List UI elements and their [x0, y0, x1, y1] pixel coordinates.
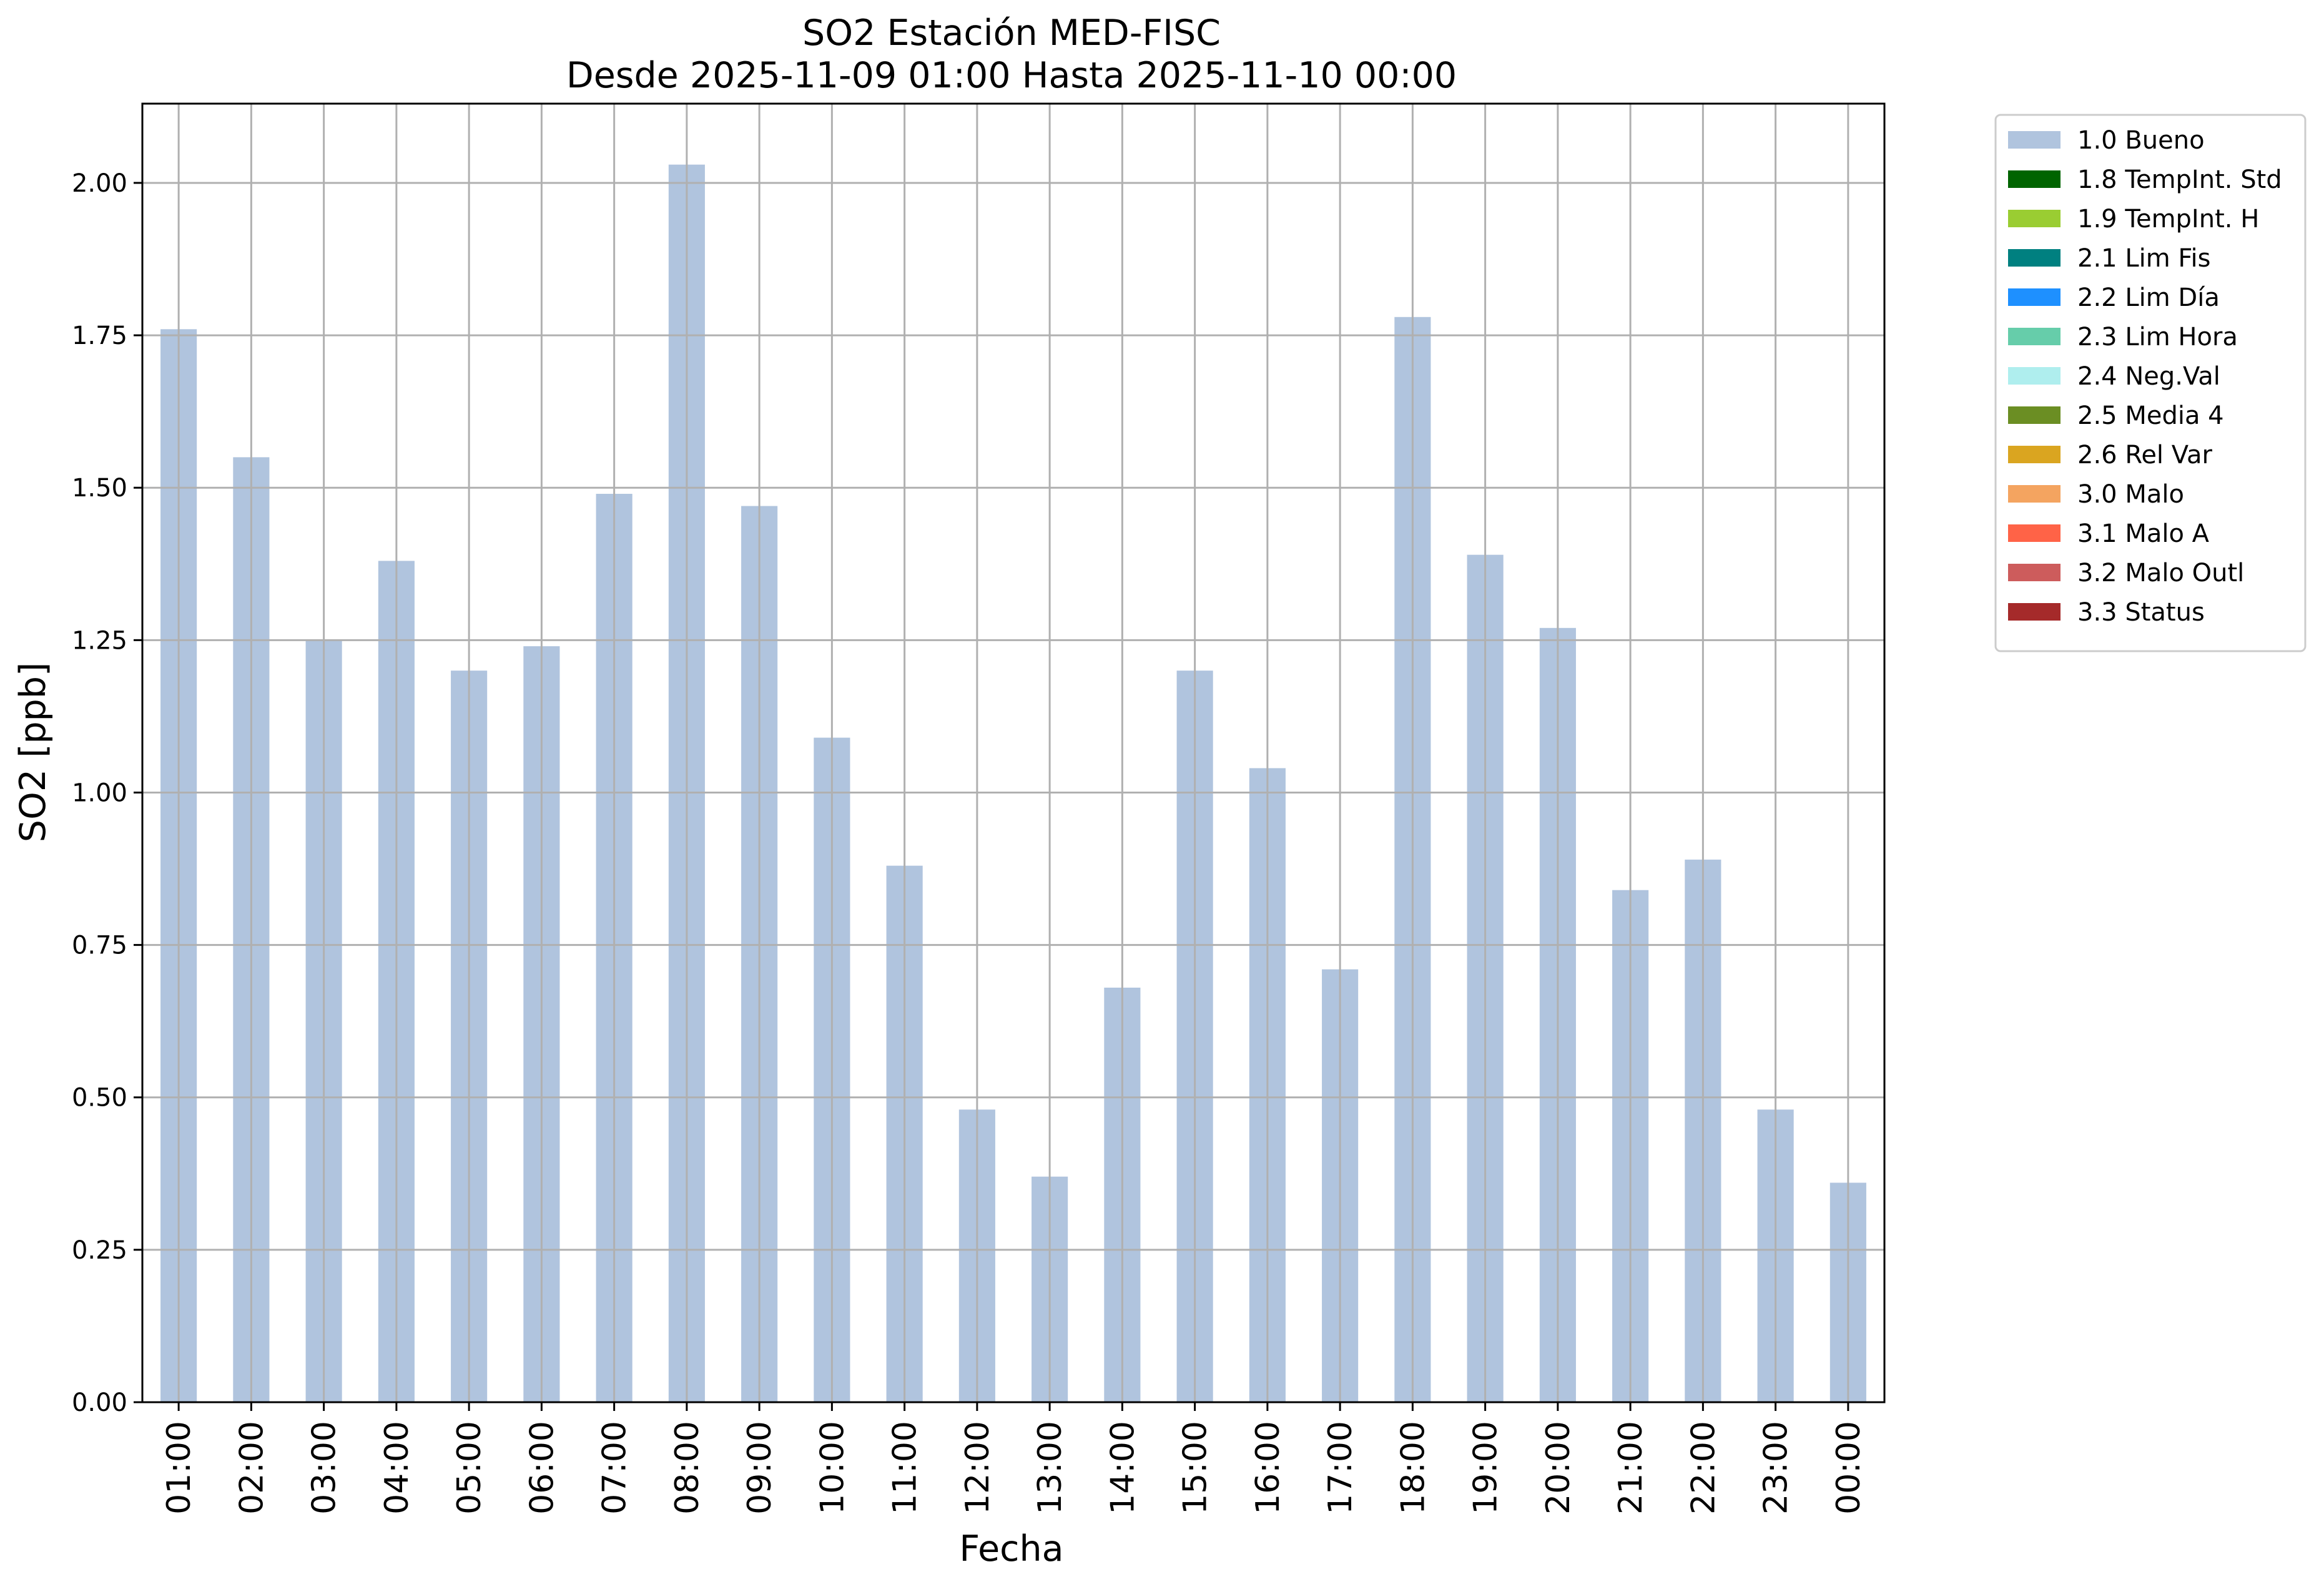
x-tick-label: 05:00: [451, 1421, 488, 1515]
y-tick-label: 1.25: [72, 626, 127, 655]
legend-box: [1994, 114, 2307, 652]
y-tick-label: 1.75: [72, 322, 127, 350]
legend-label: 3.2 Malo Outl: [2077, 559, 2244, 587]
x-tick-label: 07:00: [596, 1421, 634, 1515]
x-tick-label: 02:00: [233, 1421, 270, 1515]
y-tick-label: 0.25: [72, 1236, 127, 1265]
legend-swatch: [2008, 249, 2061, 267]
plot-background: [142, 104, 1884, 1402]
legend-label: 2.4 Neg.Val: [2077, 362, 2220, 391]
x-tick-label: 04:00: [378, 1421, 416, 1515]
legend-swatch: [2008, 446, 2061, 463]
y-axis-label: SO2 [ppb]: [12, 662, 54, 842]
x-tick-label: 22:00: [1685, 1421, 1722, 1515]
x-tick-label: 17:00: [1322, 1421, 1359, 1515]
x-tick-label: 19:00: [1467, 1421, 1505, 1515]
legend-label: 1.8 TempInt. Std: [2077, 165, 2282, 194]
legend-label: 3.0 Malo: [2077, 480, 2184, 509]
legend-swatch: [2008, 210, 2061, 227]
x-tick-label: 18:00: [1394, 1421, 1432, 1515]
x-tick-label: 03:00: [306, 1421, 343, 1515]
legend-label: 2.2 Lim Día: [2077, 283, 2220, 312]
x-tick-label: 13:00: [1032, 1421, 1069, 1515]
legend-label: 1.0 Bueno: [2077, 126, 2205, 155]
x-tick-label: 15:00: [1177, 1421, 1214, 1515]
y-tick-label: 0.75: [72, 931, 127, 960]
legend-label: 3.1 Malo A: [2077, 519, 2210, 548]
y-tick-label: 0.00: [72, 1388, 127, 1417]
chart-subtitle: Desde 2025-11-09 01:00 Hasta 2025-11-10 …: [566, 55, 1457, 96]
legend-swatch: [2008, 328, 2061, 345]
legend-swatch: [2008, 406, 2061, 424]
x-tick-label: 09:00: [741, 1421, 779, 1515]
x-tick-label: 11:00: [887, 1421, 924, 1515]
x-ticks: 01:00 02:00 03:00 04:00 05:00 06:00 07:00 08:00…: [160, 1402, 1868, 1515]
chart-title: SO2 Estación MED-FISC: [802, 12, 1221, 54]
x-tick-label: 20:00: [1540, 1421, 1577, 1515]
legend-swatch: [2008, 564, 2061, 581]
legend-swatch: [2008, 367, 2061, 385]
x-tick-label: 00:00: [1830, 1421, 1868, 1515]
y-tick-label: 1.50: [72, 474, 127, 503]
y-tick-label: 1.00: [72, 779, 127, 807]
plot-frame: [141, 102, 1886, 1403]
legend-label: 3.3 Status: [2077, 598, 2205, 627]
x-tick-label: 06:00: [523, 1421, 561, 1515]
x-tick-label: 21:00: [1612, 1421, 1650, 1515]
legend-swatch: [2008, 170, 2061, 188]
legend-swatch: [2008, 485, 2061, 503]
legend-swatch: [2008, 131, 2061, 149]
y-tick-label: 2.00: [72, 169, 127, 198]
legend-label: 2.1 Lim Fis: [2077, 244, 2210, 273]
legend-swatch: [2008, 524, 2061, 542]
legend-label: 1.9 TempInt. H: [2077, 205, 2259, 233]
x-tick-label: 08:00: [669, 1421, 706, 1515]
legend: 1.0 Bueno 1.8 TempInt. Std 1.9 TempInt. H 2…: [1994, 114, 2307, 652]
x-axis-label: Fecha: [959, 1528, 1063, 1570]
legend-swatch: [2008, 603, 2061, 621]
legend-label: 2.5 Media 4: [2077, 401, 2224, 430]
x-tick-label: 16:00: [1249, 1421, 1287, 1515]
axes-layer: [141, 102, 1886, 1403]
x-tick-label: 14:00: [1104, 1421, 1141, 1515]
grid-layer: [142, 104, 1884, 1403]
plot-area: [142, 104, 1884, 1402]
y-ticks: 0.00 0.25 0.50 0.75 1.00 1.25 1.50 1.75 2.00: [72, 169, 142, 1417]
x-tick-label: 01:00: [160, 1421, 198, 1515]
legend-label: 2.6 Rel Var: [2077, 441, 2213, 469]
x-tick-label: 12:00: [959, 1421, 997, 1515]
y-tick-label: 0.50: [72, 1084, 127, 1113]
legend-swatch: [2008, 288, 2061, 306]
x-tick-label: 23:00: [1758, 1421, 1795, 1515]
legend-label: 2.3 Lim Hora: [2077, 323, 2238, 351]
x-tick-label: 10:00: [814, 1421, 851, 1515]
